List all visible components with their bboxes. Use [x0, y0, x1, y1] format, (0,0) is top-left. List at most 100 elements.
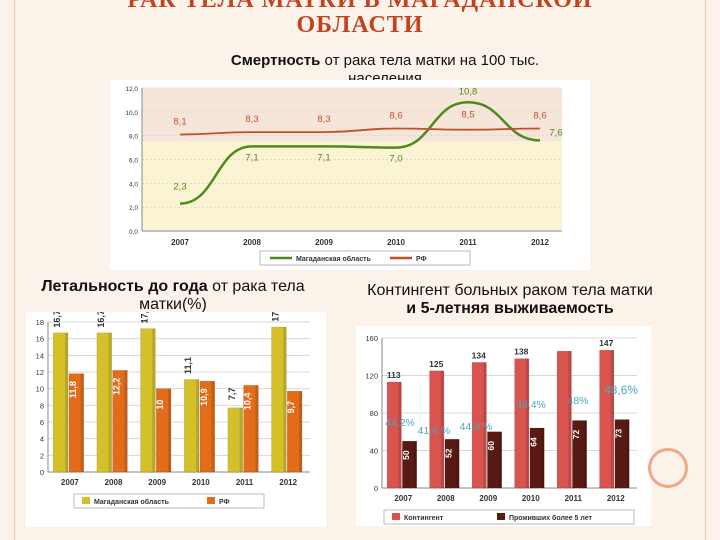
- bar-shade: [483, 362, 487, 488]
- survival-percent-label: 46,4%: [516, 399, 546, 411]
- y-tick-label: 160: [365, 334, 378, 343]
- y-tick-label: 80: [370, 409, 378, 418]
- y-tick-label: 12: [36, 368, 44, 377]
- bar-a: [599, 349, 615, 489]
- data-label: 8,6: [389, 111, 402, 122]
- bar-shade: [195, 379, 199, 472]
- bar-b: [287, 390, 303, 473]
- bar-shade: [413, 441, 417, 488]
- x-tick-label: 2007: [171, 238, 189, 247]
- slide-frame-left: [14, 0, 15, 540]
- y-tick-label: 2: [40, 451, 44, 460]
- data-label: 10,4: [242, 393, 252, 411]
- bar-a: [556, 350, 572, 489]
- bar-a: [514, 358, 530, 489]
- y-tick-label: 2,0: [129, 205, 138, 212]
- bar-shade: [626, 419, 630, 488]
- bar-shade: [456, 439, 460, 488]
- bar-a: [386, 381, 402, 489]
- survival-percent-label: 44,2%: [385, 417, 415, 429]
- data-label: 7,6: [549, 127, 562, 138]
- bar-b: [529, 427, 545, 489]
- y-tick-label: 0: [40, 468, 44, 477]
- y-tick-label: 4: [40, 435, 44, 444]
- data-label: 125: [429, 359, 443, 369]
- legend-box: [73, 493, 265, 509]
- slide-frame-right: [705, 0, 706, 540]
- bar-b: [572, 420, 587, 489]
- y-tick-label: 14: [36, 351, 44, 360]
- slide-title-line2: ОБЛАСТИ: [296, 12, 424, 38]
- data-label: 10,9: [199, 388, 209, 406]
- data-label: 113: [387, 370, 401, 380]
- x-tick-label: 2012: [607, 494, 625, 503]
- data-label: 10: [155, 400, 165, 410]
- bar-b: [402, 440, 417, 489]
- data-label: 11,8: [68, 381, 78, 398]
- mortality-line-chart: 0,0 2,0 4,0 6,0 8,0 10,0 12,0 2007 2008 2009 2010 2…: [110, 80, 590, 270]
- data-label: 9,7: [286, 401, 296, 414]
- data-label: 8,6: [533, 111, 546, 122]
- bar-shade: [498, 431, 502, 488]
- bar-shade: [283, 327, 287, 472]
- data-label: 7,0: [389, 154, 402, 165]
- x-tick-label: 2011: [459, 238, 477, 247]
- legend-box: [259, 250, 471, 266]
- bar-a: [52, 332, 69, 473]
- bar-shade: [211, 381, 215, 472]
- data-label: 60: [486, 441, 496, 451]
- x-tick-label: 2010: [192, 478, 210, 487]
- bar-shade: [108, 332, 112, 472]
- mortality-caption-bold: Смертность: [230, 52, 321, 69]
- bar-shade: [299, 391, 303, 472]
- y-tick-label: 8,0: [129, 134, 138, 141]
- x-tick-label: 2010: [387, 238, 405, 247]
- x-tick-label: 2008: [105, 478, 123, 487]
- legend-label: РФ: [416, 256, 427, 263]
- data-label: 7,7: [227, 388, 237, 401]
- bar-a: [471, 362, 487, 489]
- data-label: 72: [571, 430, 581, 440]
- y-tick-label: 4,0: [129, 181, 138, 188]
- slide-title-line1: РАК ТЕЛА МАТКИ В МАГАДАНСКОЙ: [127, 0, 593, 13]
- survival-percent-label: 41,6 %: [418, 425, 451, 437]
- x-tick-label: 2009: [315, 238, 333, 247]
- x-tick-label: 2009: [148, 478, 166, 487]
- bar-b: [614, 419, 630, 489]
- survival-percent-label: 44,8 %: [460, 421, 493, 433]
- lethality-bar-chart: 0 2 4 6 8 10 12 14 16 18 2007 2008 2009 2010 2011 2012 М…: [26, 312, 326, 527]
- bar-shade: [152, 328, 156, 472]
- data-label: 8,1: [173, 116, 186, 127]
- y-tick-label: 120: [365, 372, 378, 381]
- decorative-circle: [648, 448, 688, 488]
- bar-shade: [64, 332, 68, 472]
- data-label: 16,7: [52, 312, 62, 328]
- y-tick-label: 10,0: [125, 110, 138, 117]
- data-label: 17,4: [270, 312, 280, 322]
- bar-shade: [541, 428, 545, 488]
- bar-shade: [168, 388, 172, 472]
- bar-a: [140, 328, 156, 473]
- data-label: 50: [401, 450, 411, 460]
- bar-shade: [525, 358, 529, 488]
- data-label: 138: [514, 347, 528, 357]
- y-tick-label: 18: [36, 318, 44, 327]
- bar-b: [243, 385, 259, 473]
- data-label: 64: [529, 437, 539, 447]
- data-label: 2,3: [173, 182, 186, 193]
- lethality-caption-bold: Летальность до года: [41, 278, 208, 295]
- bar-b: [112, 370, 128, 473]
- bar-shade: [239, 407, 243, 472]
- data-label: 7,1: [245, 152, 258, 163]
- x-tick-label: 2010: [522, 494, 540, 503]
- bar-a: [429, 370, 445, 489]
- bar-a: [271, 326, 287, 473]
- bar-b: [444, 439, 460, 489]
- contingent-caption-text: Контингент больных раком тела матки: [367, 282, 653, 299]
- data-label: 17,2: [139, 312, 149, 323]
- data-label: 11,1: [183, 357, 193, 374]
- bar-shade: [583, 420, 587, 488]
- legend-label: Магаданская область: [296, 255, 372, 263]
- y-tick-label: 12,0: [125, 86, 138, 93]
- bar-shade: [80, 373, 84, 472]
